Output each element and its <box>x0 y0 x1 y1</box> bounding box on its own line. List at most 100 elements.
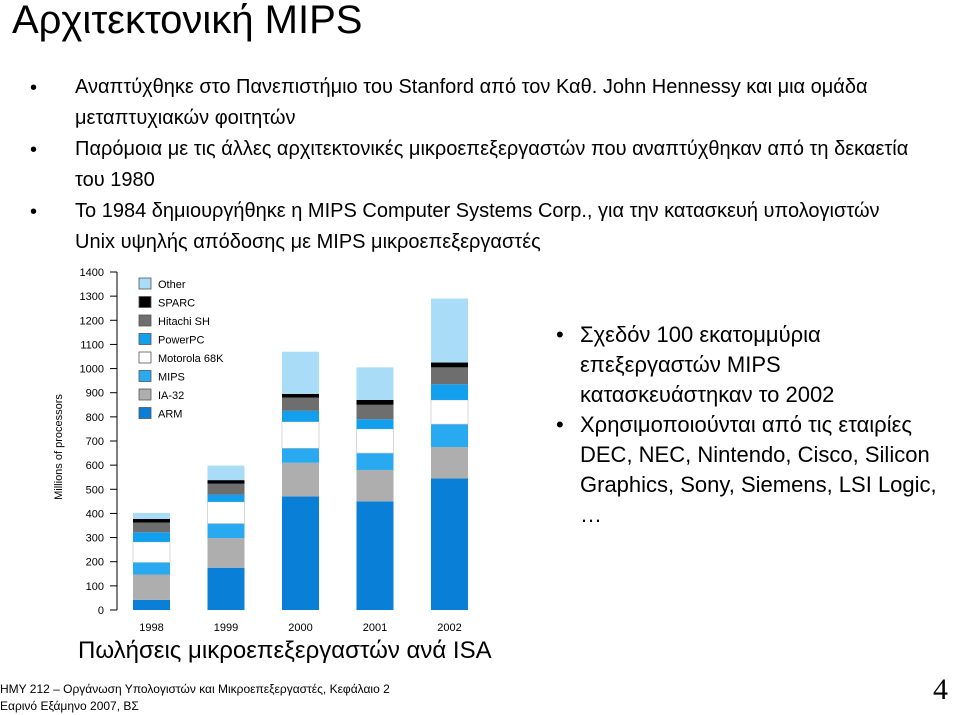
bar-segment <box>356 367 394 400</box>
bars <box>132 298 469 610</box>
legend-label: Motorola 68K <box>158 353 224 365</box>
bar-segment <box>133 532 170 542</box>
bar-segment <box>282 393 319 398</box>
y-tick-label: 100 <box>86 581 104 593</box>
bar-segment <box>282 410 319 422</box>
y-tick-label: 1000 <box>80 364 104 376</box>
bar-segment <box>431 298 468 363</box>
bar-segment <box>282 448 319 463</box>
side-bullet-item: • Σχεδόν 100 εκατομμύρια επεξεργαστών MI… <box>556 320 956 410</box>
side-bullet-text: Χρησιμοποιούνται από τις εταιρίες DEC, N… <box>580 412 937 527</box>
legend-swatch <box>138 370 152 382</box>
legend-swatch <box>138 407 152 419</box>
bar-segment <box>133 518 170 523</box>
slide-title: Αρχιτεκτονική MIPS <box>12 0 363 42</box>
y-tick-label: 0 <box>98 605 104 617</box>
footer-term: Εαρινό Εξάμηνο 2007, ΒΣ <box>0 699 139 713</box>
legend-swatch <box>138 388 152 401</box>
bullet-dot: • <box>30 139 38 161</box>
y-tick-label: 500 <box>86 484 104 496</box>
y-tick-label: 1400 <box>80 267 104 279</box>
legend-label: IA-32 <box>158 390 184 402</box>
y-tick-label: 900 <box>86 388 104 400</box>
bar-segment <box>133 574 170 600</box>
x-tick-label: 2002 <box>437 622 461 634</box>
bar-segment <box>207 494 245 502</box>
bar-segment <box>207 567 245 610</box>
bar-segment <box>356 399 394 405</box>
legend-label: MIPS <box>158 372 185 384</box>
bar-segment <box>282 397 319 411</box>
bullet-item: • Παρόμοια με τις άλλες αρχιτεκτονικές μ… <box>30 134 910 196</box>
bar-segment <box>430 399 469 425</box>
chart-caption: Πωλήσεις μικροεπεξεργαστών ανά ISA <box>78 637 492 664</box>
side-bullet-list: • Σχεδόν 100 εκατομμύρια επεξεργαστών MI… <box>556 320 956 530</box>
bar-segment <box>356 419 394 429</box>
bullet-dot: • <box>30 77 38 99</box>
bar-segment <box>207 523 245 539</box>
y-tick-label: 1300 <box>80 291 104 303</box>
bar-segment <box>207 501 245 524</box>
x-tick-label: 1998 <box>139 622 163 634</box>
legend-label: PowerPC <box>158 335 205 347</box>
bar-segment <box>132 541 171 563</box>
y-tick-label: 1200 <box>80 315 104 327</box>
bar-segment <box>431 362 468 368</box>
bar-segment <box>207 538 245 568</box>
stacked-bar-chart: 0 100 200 300 400 500 600 700 800 900 1000 1100 1200… <box>53 267 469 634</box>
bar-segment <box>133 562 170 575</box>
y-tick-label: 600 <box>86 460 104 472</box>
y-tick-label: 400 <box>86 508 104 520</box>
x-axis-labels: 1998 1999 2000 2001 2002 <box>139 622 461 634</box>
side-bullet-text: Σχεδόν 100 εκατομμύρια επεξεργαστών MIPS… <box>580 322 835 407</box>
bar-segment <box>133 522 170 533</box>
legend-label: Other <box>158 279 186 291</box>
legend-label: SPARC <box>158 298 195 310</box>
side-bullet-item: • Χρησιμοποιούνται από τις εταιρίες DEC,… <box>556 410 956 530</box>
bullet-text: Το 1984 δημιουργήθηκε η MIPS Computer Sy… <box>75 200 880 253</box>
bar-segment <box>356 453 394 470</box>
legend-label: ARM <box>158 409 182 421</box>
y-tick-label: 200 <box>86 557 104 569</box>
x-tick-label: 2000 <box>288 622 312 634</box>
bullet-text: Παρόμοια με τις άλλες αρχιτεκτονικές μικ… <box>75 138 909 191</box>
y-tick-label: 800 <box>86 412 104 424</box>
bullet-item: • Το 1984 δημιουργήθηκε η MIPS Computer … <box>30 196 910 258</box>
y-tick-label: 700 <box>86 436 104 448</box>
legend-swatch <box>138 314 152 327</box>
bar-segment <box>431 384 468 400</box>
y-tick-label: 300 <box>86 533 104 545</box>
bar-segment <box>282 351 319 394</box>
bar-segment <box>431 367 468 385</box>
bar-segment <box>281 421 320 449</box>
bar-segment <box>207 483 245 495</box>
x-tick-label: 1999 <box>214 622 238 634</box>
bullet-dot: • <box>556 412 564 437</box>
legend-swatch <box>138 277 152 290</box>
bar-segment <box>207 465 245 481</box>
legend-swatch <box>138 333 152 345</box>
bullet-list: • Αναπτύχθηκε στο Πανεπιστήμιο του Stanf… <box>30 72 910 258</box>
legend: Other SPARC Hitachi SH PowerPC Motorola 68K M… <box>138 277 224 421</box>
bar-segment <box>431 478 468 610</box>
bar-segment <box>133 599 170 610</box>
bullet-dot: • <box>556 322 564 347</box>
bar-segment <box>356 501 394 610</box>
footer-course: ΗΜΥ 212 – Οργάνωση Υπολογιστών και Μικρο… <box>0 682 390 696</box>
bar-segment <box>282 462 319 497</box>
bar-segment <box>356 428 394 454</box>
page-number: 4 <box>933 673 948 706</box>
footer: ΗΜΥ 212 – Οργάνωση Υπολογιστών και Μικρο… <box>0 681 390 715</box>
x-tick-label: 2001 <box>363 622 387 634</box>
bar-segment <box>133 512 170 519</box>
bullet-item: • Αναπτύχθηκε στο Πανεπιστήμιο του Stanf… <box>30 72 910 134</box>
y-tick-label: 1100 <box>80 339 104 351</box>
legend-swatch <box>138 351 152 364</box>
bar-segment <box>282 496 319 610</box>
bullet-text: Αναπτύχθηκε στο Πανεπιστήμιο του Stanfor… <box>75 76 868 129</box>
legend-label: Hitachi SH <box>158 316 210 328</box>
y-axis-label: Millions of processors <box>53 394 65 500</box>
bar-segment <box>207 480 245 484</box>
bar-segment <box>356 469 394 502</box>
bar-segment <box>431 424 468 448</box>
